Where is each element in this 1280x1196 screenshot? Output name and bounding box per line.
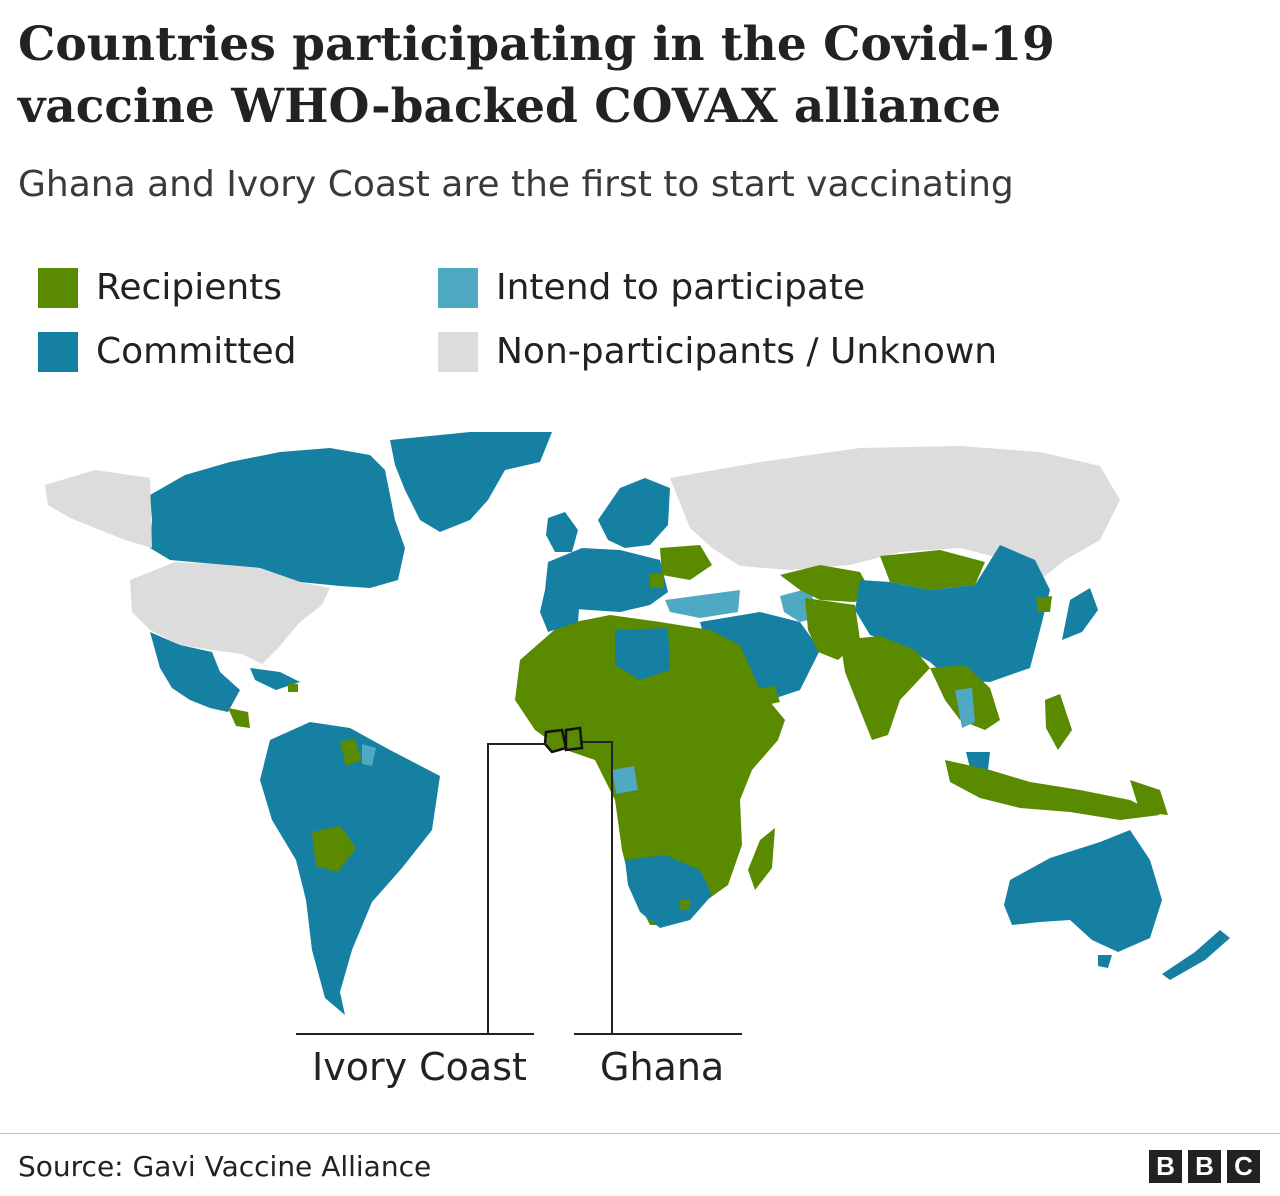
region-suriname: [362, 744, 376, 766]
region-indonesia: [945, 760, 1160, 820]
region-ivory-coast: [543, 728, 568, 754]
region-alaska: [45, 470, 152, 548]
region-mexico: [150, 632, 240, 712]
region-morocco: [540, 590, 580, 632]
ghana-leader-line: [582, 741, 613, 1034]
region-scandinavia: [598, 478, 670, 548]
legend-swatch-committed: [38, 332, 78, 372]
region-japan: [1062, 588, 1098, 640]
footer-divider: [0, 1133, 1280, 1134]
legend-label-recipients: Recipients: [96, 267, 283, 308]
legend-label-nonparticipants: Non-participants / Unknown: [496, 331, 998, 372]
region-tasmania: [1098, 955, 1112, 968]
bbc-logo-letter: B: [1149, 1150, 1182, 1183]
region-central-asia: [780, 565, 870, 602]
region-central-america-recipients: [228, 708, 250, 728]
legend-item-nonparticipants: Non-participants / Unknown: [438, 330, 997, 374]
region-australia: [1004, 830, 1162, 952]
region-ghana: [564, 726, 584, 752]
bbc-logo: B B C: [1149, 1150, 1260, 1183]
region-southern-africa: [625, 855, 712, 928]
chart-title: Countries participating in the Covid-19 …: [18, 17, 1055, 134]
region-ukraine: [660, 545, 712, 580]
region-turkey: [665, 590, 740, 618]
region-new-zealand: [1162, 930, 1230, 980]
world-map: [45, 432, 1230, 1035]
region-india: [840, 636, 930, 740]
region-north-korea: [1036, 596, 1052, 612]
bbc-logo-letter: B: [1188, 1150, 1221, 1183]
legend-item-recipients: Recipients: [38, 266, 282, 310]
region-gabon: [612, 766, 638, 794]
region-mongolia: [880, 550, 985, 590]
region-haiti: [288, 684, 298, 692]
source-note: Source: Gavi Vaccine Alliance: [18, 1150, 432, 1183]
legend-label-committed: Committed: [96, 331, 297, 372]
region-china: [855, 545, 1050, 682]
ghana-label: Ghana: [600, 1045, 725, 1089]
region-canada: [150, 448, 405, 588]
region-guyana: [340, 738, 362, 766]
region-png: [1130, 780, 1168, 815]
legend-item-intend: Intend to participate: [438, 266, 865, 310]
legend-swatch-nonparticipants: [438, 332, 478, 372]
region-usa: [130, 562, 330, 664]
region-south-america: [260, 722, 440, 1015]
region-madagascar: [748, 828, 775, 890]
ivory-coast-label: Ivory Coast: [312, 1045, 527, 1089]
region-greenland: [390, 432, 552, 532]
region-thailand: [955, 688, 975, 728]
bbc-logo-letter: C: [1227, 1150, 1260, 1183]
region-russia: [670, 446, 1120, 580]
region-caribbean: [250, 668, 300, 690]
region-lesotho: [680, 900, 690, 910]
region-libya: [615, 628, 670, 680]
legend-item-committed: Committed: [38, 330, 297, 374]
legend-swatch-recipients: [38, 268, 78, 308]
region-malaysia: [966, 752, 990, 770]
legend-swatch-intend: [438, 268, 478, 308]
region-bolivia: [312, 826, 356, 872]
region-uk-ireland: [546, 512, 578, 552]
region-philippines: [1045, 694, 1072, 750]
region-africa: [515, 615, 785, 925]
chart-subtitle: Ghana and Ivory Coast are the first to s…: [18, 164, 1014, 205]
ivory-coast-leader-line: [487, 743, 546, 1034]
region-moldova: [650, 574, 664, 588]
legend-label-intend: Intend to participate: [496, 267, 866, 308]
